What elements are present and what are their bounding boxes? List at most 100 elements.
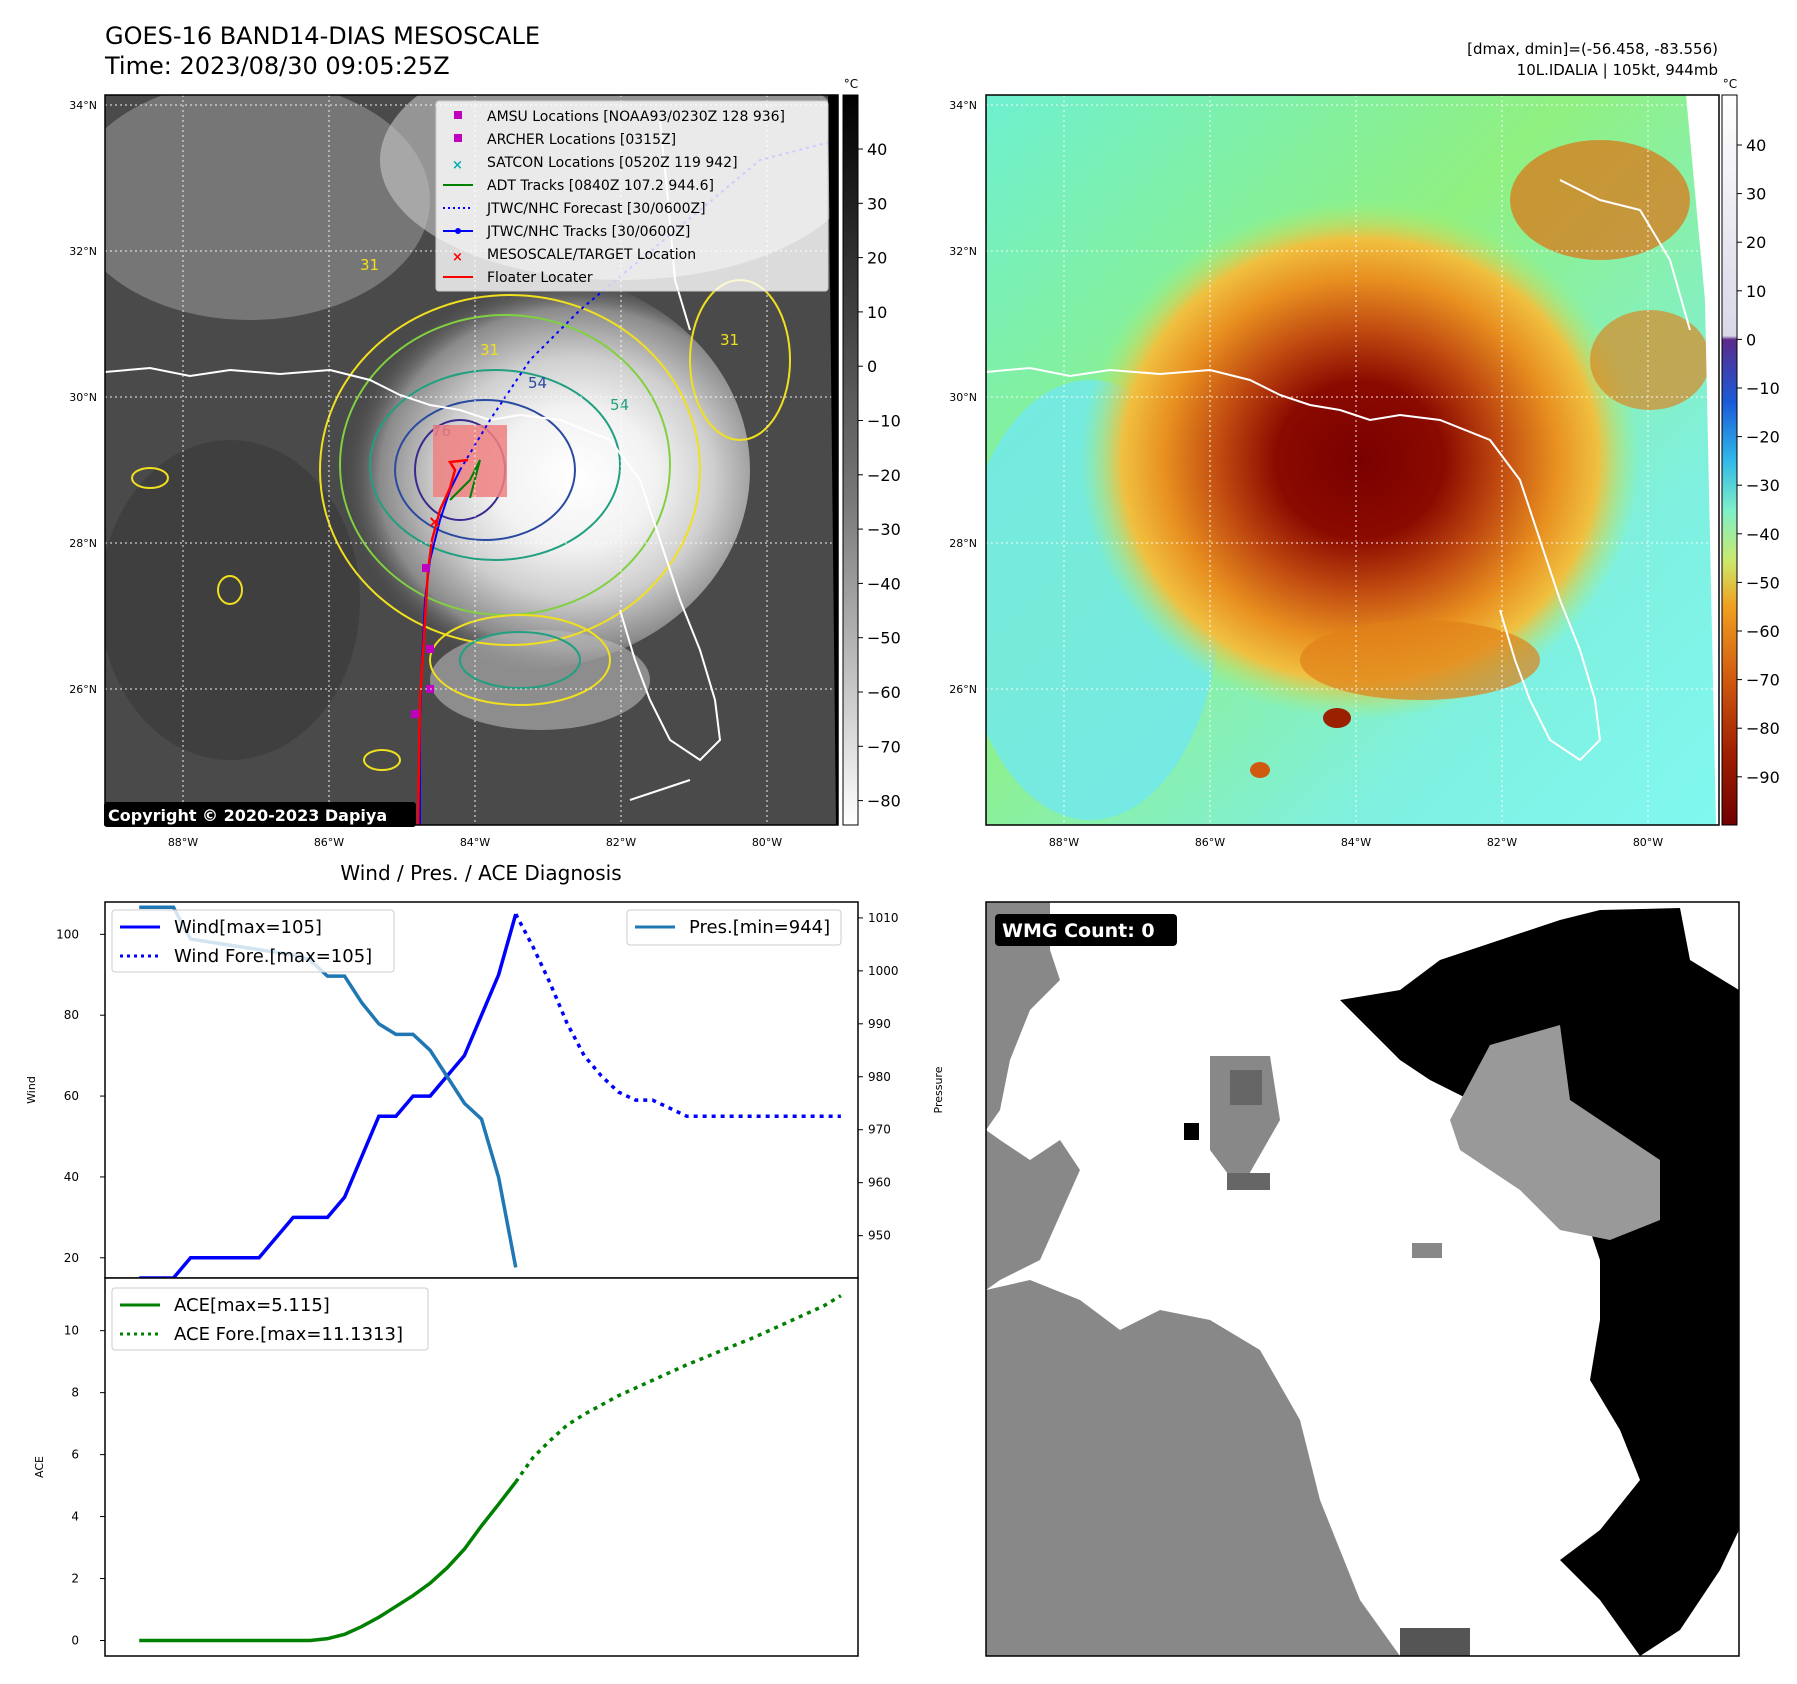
ir-lat-labels: 34°N 32°N 30°N 28°N 26°N: [69, 99, 97, 696]
wind-axis-label: Wind: [25, 1076, 38, 1104]
lat-label: 26°N: [949, 683, 977, 696]
dias-gridlines: [986, 95, 1719, 825]
contour-label: 54: [528, 374, 547, 392]
pressure-y-tick-label: 970: [868, 1123, 891, 1137]
dias-map-frame: [985, 94, 1720, 826]
dias-colorbar-tick-label: −60: [1746, 622, 1780, 641]
copyright-badge: [104, 802, 416, 827]
ace-y-tick-label: 6: [71, 1448, 79, 1462]
ace-legend-entry: ACE[max=5.115]: [174, 1295, 330, 1316]
ir-colorbar-tick-label: −20: [867, 466, 901, 485]
dias-colorbar-tick-label: 40: [1746, 136, 1766, 155]
pressure-axis-label: Pressure: [932, 1066, 945, 1113]
wind-forecast-series-line: [514, 913, 841, 1119]
ir-edge-mask: [828, 95, 838, 825]
figure-title-line2: Time: 2023/08/30 09:05:25Z: [104, 52, 450, 80]
floater-locater-track: [416, 458, 469, 825]
legend-marker-archer: [454, 134, 462, 142]
dias-coastline-east: [1559, 179, 1691, 331]
wmg-region-dark: [1230, 1070, 1262, 1105]
wmg-count-badge: [995, 914, 1177, 946]
ace-y-tick-label: 0: [71, 1634, 79, 1648]
ir-colorbar-tick-label: −70: [867, 737, 901, 756]
ir-colorbar-tick-label: −40: [867, 574, 901, 593]
legend-entry-tracks: JTWC/NHC Tracks [30/0600Z]: [486, 224, 690, 240]
dias-colorbar-tick-label: 0: [1746, 330, 1756, 349]
ir-storm-cloud: [290, 270, 750, 670]
legend-entry-adt: ADT Tracks [0840Z 107.2 944.6]: [487, 178, 714, 194]
ace-forecast-series-line: [514, 1294, 842, 1484]
legend-entry-amsu: AMSU Locations [NOAA93/0230Z 128 936]: [487, 109, 785, 125]
dias-colorbar-tick-label: 10: [1746, 282, 1766, 301]
wmg-region: [986, 902, 1060, 1130]
lon-label: 84°W: [1341, 836, 1371, 849]
contour-54: [369, 369, 621, 561]
dias-cell-small: [1323, 708, 1351, 728]
legend-entry-mesoscale: MESOSCALE/TARGET Location: [487, 247, 696, 263]
dias-storm-core: [1080, 200, 1640, 720]
ir-legend: AMSU Locations [NOAA93/0230Z 128 936] AR…: [435, 100, 829, 292]
copyright-text: Copyright © 2020-2023 Dapiya: [108, 806, 387, 825]
contour-64: [394, 399, 576, 541]
wmg-pixel: [1184, 1123, 1199, 1140]
figure-title-line1: GOES-16 BAND14-DIAS MESOSCALE: [105, 22, 540, 50]
dias-colorbar-tick-label: −80: [1746, 719, 1780, 738]
archer-marker: [426, 645, 434, 653]
legend-entry-satcon: SATCON Locations [0520Z 119 942]: [487, 155, 738, 171]
contour-sw-cell: [363, 749, 401, 771]
wind-y-tick-label: 80: [64, 1008, 79, 1022]
contour-south-outer: [429, 614, 611, 706]
contour-31-outer: [319, 294, 701, 646]
ir-map-frame: [104, 94, 839, 826]
ir-colorbar-tick-label: 0: [867, 357, 877, 376]
dias-colorbar: °C 40 30 20 10 0 −10 −20 −30 −40 −50 −60 −70 −80 −90: [1721, 77, 1780, 826]
ir-colorbar-unit: °C: [844, 77, 858, 91]
pressure-y-tick-label: 1010: [868, 911, 899, 925]
wind-fore-legend-entry: Wind Fore.[max=105]: [174, 946, 372, 967]
coastline: [105, 366, 722, 762]
ace-chart: ACE 0 2 4 6 8 10 ACE[max=5.115] ACE Fore.[max…: [33, 1277, 859, 1657]
wind-legend-entry: Wind[max=105]: [174, 917, 322, 938]
lat-label: 32°N: [949, 245, 977, 258]
keys-coastline: [629, 779, 691, 801]
contour-label: 31: [360, 256, 379, 274]
dias-lon-labels: 88°W 86°W 84°W 82°W 80°W: [1049, 836, 1663, 849]
contour-south-inner: [459, 631, 581, 689]
dias-coastline: [986, 366, 1602, 762]
dias-lat-labels: 34°N 32°N 30°N 28°N 26°N: [949, 99, 977, 696]
dmax-dmin-label: [dmax, dmin]=(-56.458, -83.556): [1467, 40, 1718, 58]
ir-colorbar: °C 40 30 20 10 0 −10 −20 −30 −40 −50 −60 −70 −80: [842, 77, 901, 826]
dias-colorbar-bar: [1721, 94, 1738, 826]
ace-y-tick-label: 10: [64, 1324, 79, 1338]
legend-entry-forecast: JTWC/NHC Forecast [30/0600Z]: [486, 201, 706, 217]
dias-colorbar-tick-label: −20: [1746, 428, 1780, 447]
pressure-y-tick-label: 950: [868, 1229, 891, 1243]
lat-label: 34°N: [949, 99, 977, 112]
contour-label: 54: [610, 396, 629, 414]
pressure-y-tick-label: 960: [868, 1176, 891, 1190]
dias-cell-e: [1590, 310, 1710, 410]
ir-colorbar-bar: [842, 94, 859, 826]
contour-label: 31: [480, 341, 499, 359]
legend-marker-satcon: ×: [452, 158, 463, 173]
wmg-region-dark: [1400, 1628, 1470, 1656]
lat-label: 32°N: [69, 245, 97, 258]
wmg-pixel: [1636, 1543, 1667, 1558]
lon-label: 80°W: [1633, 836, 1663, 849]
ir-colorbar-tick-label: −80: [867, 792, 901, 811]
ace-legend-box: [111, 1287, 429, 1351]
diagnosis-title: Wind / Pres. / ACE Diagnosis: [340, 861, 621, 885]
dias-colorbar-tick-label: −90: [1746, 768, 1780, 787]
dias-cell-small-2: [1250, 762, 1270, 778]
dias-cell-s: [1300, 620, 1540, 700]
dias-colorbar-tick-label: 20: [1746, 233, 1766, 252]
ir-colorbar-tick-label: −60: [867, 683, 901, 702]
mesoscale-target-marker: ×: [428, 512, 441, 531]
wmg-count-label: WMG Count: 0: [1002, 920, 1155, 942]
legend-marker-tracks-dot: [455, 228, 461, 234]
dias-colorbar-unit: °C: [1723, 77, 1737, 91]
wmg-pixel: [1412, 1243, 1442, 1258]
dias-map-panel: 34°N 32°N 30°N 28°N 26°N 88°W 86°W 84°W …: [949, 94, 1720, 849]
amsu-marker: [422, 564, 430, 572]
dias-colorbar-tick-label: −30: [1746, 476, 1780, 495]
